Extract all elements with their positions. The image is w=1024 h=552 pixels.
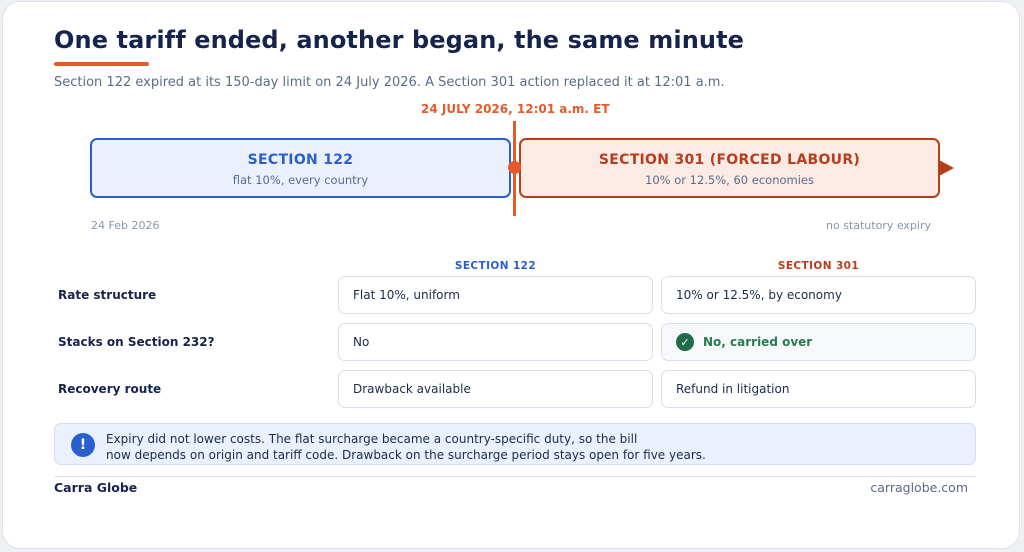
cell-text: No	[353, 335, 370, 349]
cell-recovery-301: Refund in litigation	[661, 370, 976, 408]
column-header-section-301: SECTION 301	[777, 260, 860, 272]
column-header-section-122: SECTION 122	[454, 260, 537, 272]
site-url: carraglobe.com	[870, 480, 968, 495]
callout-note: ! Expiry did not lower costs. The flat s…	[54, 423, 976, 465]
callout-line-2: now depends on origin and tariff code. D…	[106, 447, 706, 462]
page-title: One tariff ended, another began, the sam…	[54, 26, 745, 54]
page-subtitle: Section 122 expired at its 150-day limit…	[54, 75, 725, 90]
start-date-label: 24 Feb 2026	[91, 219, 160, 232]
check-circle-icon: ✓	[676, 333, 694, 351]
section-301-sub: 10% or 12.5%, 60 economies	[645, 173, 814, 187]
row-label-stacks: Stacks on Section 232?	[58, 335, 215, 349]
cell-text: Drawback available	[353, 382, 471, 396]
brand-name: Carra Globe	[54, 480, 138, 495]
callout-line-1: Expiry did not lower costs. The flat sur…	[106, 432, 638, 446]
row-label-rate-structure: Rate structure	[58, 288, 157, 302]
timeline-arrow-icon	[939, 160, 954, 176]
section-301-title: SECTION 301 (FORCED LABOUR)	[598, 152, 861, 168]
callout-text: Expiry did not lower costs. The flat sur…	[106, 432, 706, 463]
end-note-label: no statutory expiry	[826, 219, 931, 232]
info-exclamation-icon: !	[71, 433, 95, 457]
title-underline	[54, 62, 149, 66]
transition-marker-label: 24 JULY 2026, 12:01 a.m. ET	[421, 102, 610, 116]
cell-stacks-122: No	[338, 323, 653, 361]
cell-text: Flat 10%, uniform	[353, 288, 460, 302]
cell-text: 10% or 12.5%, by economy	[676, 288, 842, 302]
row-label-recovery-route: Recovery route	[58, 382, 162, 396]
cell-rate-structure-122: Flat 10%, uniform	[338, 276, 653, 314]
footer-divider	[54, 476, 976, 477]
section-122-title: SECTION 122	[247, 152, 354, 168]
cell-recovery-122: Drawback available	[338, 370, 653, 408]
section-301-box: SECTION 301 (FORCED LABOUR) 10% or 12.5%…	[519, 138, 940, 198]
cell-rate-structure-301: 10% or 12.5%, by economy	[661, 276, 976, 314]
section-122-box: SECTION 122 flat 10%, every country	[90, 138, 511, 198]
cell-text: No, carried over	[703, 335, 813, 349]
cell-text: Refund in litigation	[676, 382, 790, 396]
transition-marker-dot	[508, 161, 521, 174]
section-122-sub: flat 10%, every country	[232, 173, 369, 187]
cell-stacks-301: ✓ No, carried over	[661, 323, 976, 361]
